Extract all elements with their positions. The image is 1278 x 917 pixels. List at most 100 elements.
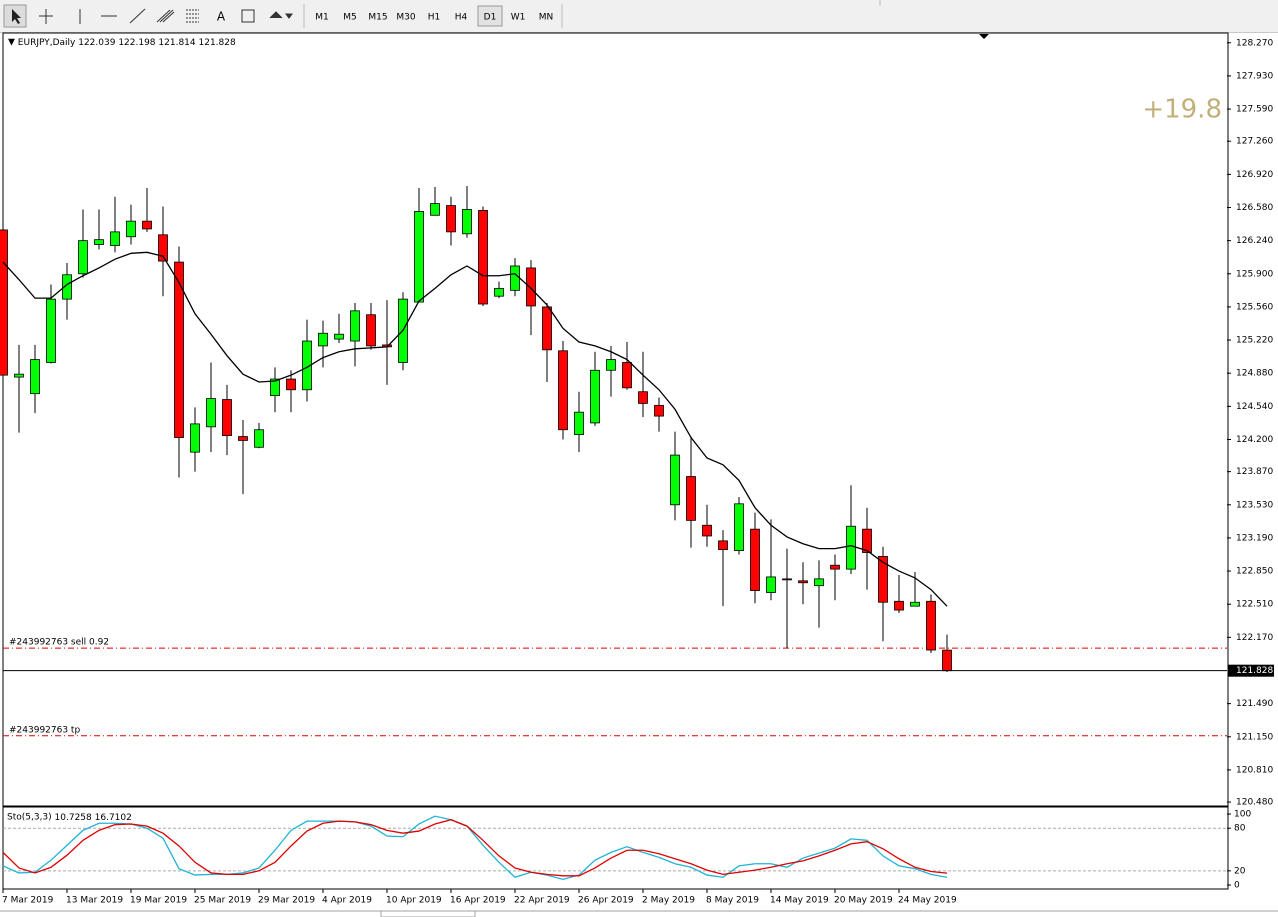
candle-body: [654, 404, 664, 417]
y-tick-label: 123.870: [1236, 467, 1273, 477]
y-tick-label: 127.930: [1236, 71, 1273, 81]
timeframe-button[interactable]: H1: [428, 13, 441, 23]
y-tick-label: 121.490: [1236, 699, 1273, 709]
cursor-icon: [12, 9, 21, 24]
timeframe-button[interactable]: H4: [455, 13, 468, 23]
timeframe-button[interactable]: M1: [315, 13, 329, 23]
candle-body: [430, 203, 440, 216]
timeframe-button[interactable]: M15: [368, 13, 387, 23]
crosshair-button[interactable]: [39, 9, 53, 24]
y-tick-label: 120.810: [1236, 765, 1273, 775]
candle-body: [878, 556, 888, 603]
y-tick-label: 120.480: [1236, 798, 1273, 808]
chart: ▼ EURJPY,Daily 122.039 122.198 121.814 1…: [0, 32, 1278, 917]
x-tick-label: 26 Apr 2019: [578, 896, 634, 906]
x-tick-label: 16 Apr 2019: [450, 896, 506, 906]
candle-body: [702, 524, 712, 537]
timeframe-pressed: [477, 5, 503, 27]
candle-body: [494, 288, 504, 297]
candle-body: [46, 298, 56, 363]
y-tick-label: 126.240: [1236, 236, 1273, 246]
candle-body: [142, 220, 152, 230]
timeframe-button[interactable]: W1: [511, 13, 526, 23]
y-tick-label: 126.920: [1236, 170, 1273, 180]
timeframe-button[interactable]: MN: [539, 13, 554, 23]
candle-body: [174, 261, 184, 438]
candle-body: [206, 398, 216, 428]
candle-body: [526, 267, 536, 307]
candle-body: [734, 503, 744, 551]
x-tick-label: 13 Mar 2019: [66, 896, 123, 906]
label-button[interactable]: [241, 9, 255, 23]
x-tick-label: 4 Apr 2019: [322, 896, 372, 906]
candle-body: [590, 369, 600, 424]
candle-body: [766, 576, 776, 593]
candle-body: [862, 528, 872, 553]
candle-body: [558, 350, 568, 431]
y-tick-label: 124.880: [1236, 369, 1273, 379]
candle-body: [350, 310, 360, 342]
candle-body: [94, 239, 104, 245]
shift-marker: [979, 34, 989, 39]
candle-body: [606, 359, 616, 371]
y-tick-label: 125.220: [1236, 336, 1273, 346]
y-tick-label: 125.560: [1236, 302, 1273, 312]
candle-body: [110, 231, 120, 246]
candle-body: [62, 274, 72, 300]
y-tick-label: 122.850: [1236, 567, 1273, 577]
candle-body: [446, 205, 456, 233]
candle-body: [782, 578, 792, 581]
x-tick-label: 8 May 2019: [706, 896, 759, 906]
y-tick-label: 123.530: [1236, 500, 1273, 510]
shapes-button[interactable]: [269, 11, 293, 19]
price-tag-label: 121.828: [1236, 666, 1273, 676]
channel-button[interactable]: [156, 9, 175, 23]
price-tag: [1228, 664, 1274, 677]
tab: [380, 910, 476, 917]
trendline-button[interactable]: [129, 8, 146, 24]
y-tick-label: 127.590: [1236, 105, 1273, 115]
indicator-header: Sto(5,3,3) 10.7258 16.7102: [7, 813, 132, 823]
candle-body: [126, 220, 136, 238]
candle-body: [270, 378, 280, 397]
y-tick-label: 100: [1234, 810, 1251, 820]
candle-body: [254, 429, 264, 448]
candle-body: [622, 362, 632, 389]
x-tick-label: 19 Mar 2019: [130, 896, 187, 906]
candle-body: [78, 240, 88, 275]
y-tick-label: 20: [1234, 866, 1246, 876]
timeframe-button[interactable]: M30: [396, 13, 415, 23]
symbol: EURJPY,Daily: [18, 38, 76, 48]
timeframe-button[interactable]: D1: [484, 13, 497, 23]
candle-body: [670, 454, 680, 506]
candle-body: [926, 600, 936, 651]
quote-value: 121.814: [158, 38, 195, 48]
candle-body: [366, 314, 376, 347]
candle-body: [910, 601, 920, 607]
candle-body: [414, 210, 424, 303]
candle-body: [222, 399, 232, 436]
candle-body: [478, 210, 488, 305]
x-tick-label: 29 Mar 2019: [258, 896, 315, 906]
text-button[interactable]: A: [217, 10, 226, 24]
stochastic-line: [2, 815, 948, 881]
main-panel: [2, 32, 1229, 807]
y-tick-label: 0: [1234, 881, 1240, 891]
order-label: #243992763 tp: [9, 725, 80, 735]
candle-body: [462, 209, 472, 235]
y-tick-label: 121.150: [1236, 732, 1273, 742]
candle-body: [318, 332, 328, 347]
timeframe-button[interactable]: M5: [343, 13, 357, 23]
candle-body: [302, 340, 312, 391]
indicator-value: 16.7102: [95, 813, 132, 823]
candle-body: [638, 391, 648, 404]
candle-body: [846, 525, 856, 570]
x-tick-label: 10 Apr 2019: [386, 896, 442, 906]
y-tick-label: 124.200: [1236, 435, 1273, 445]
candle-body: [814, 578, 824, 587]
x-tick-label: 25 Mar 2019: [194, 896, 251, 906]
y-tick-label: 126.580: [1236, 203, 1273, 213]
candle-body: [686, 476, 696, 521]
fibo-button[interactable]: [186, 9, 199, 23]
